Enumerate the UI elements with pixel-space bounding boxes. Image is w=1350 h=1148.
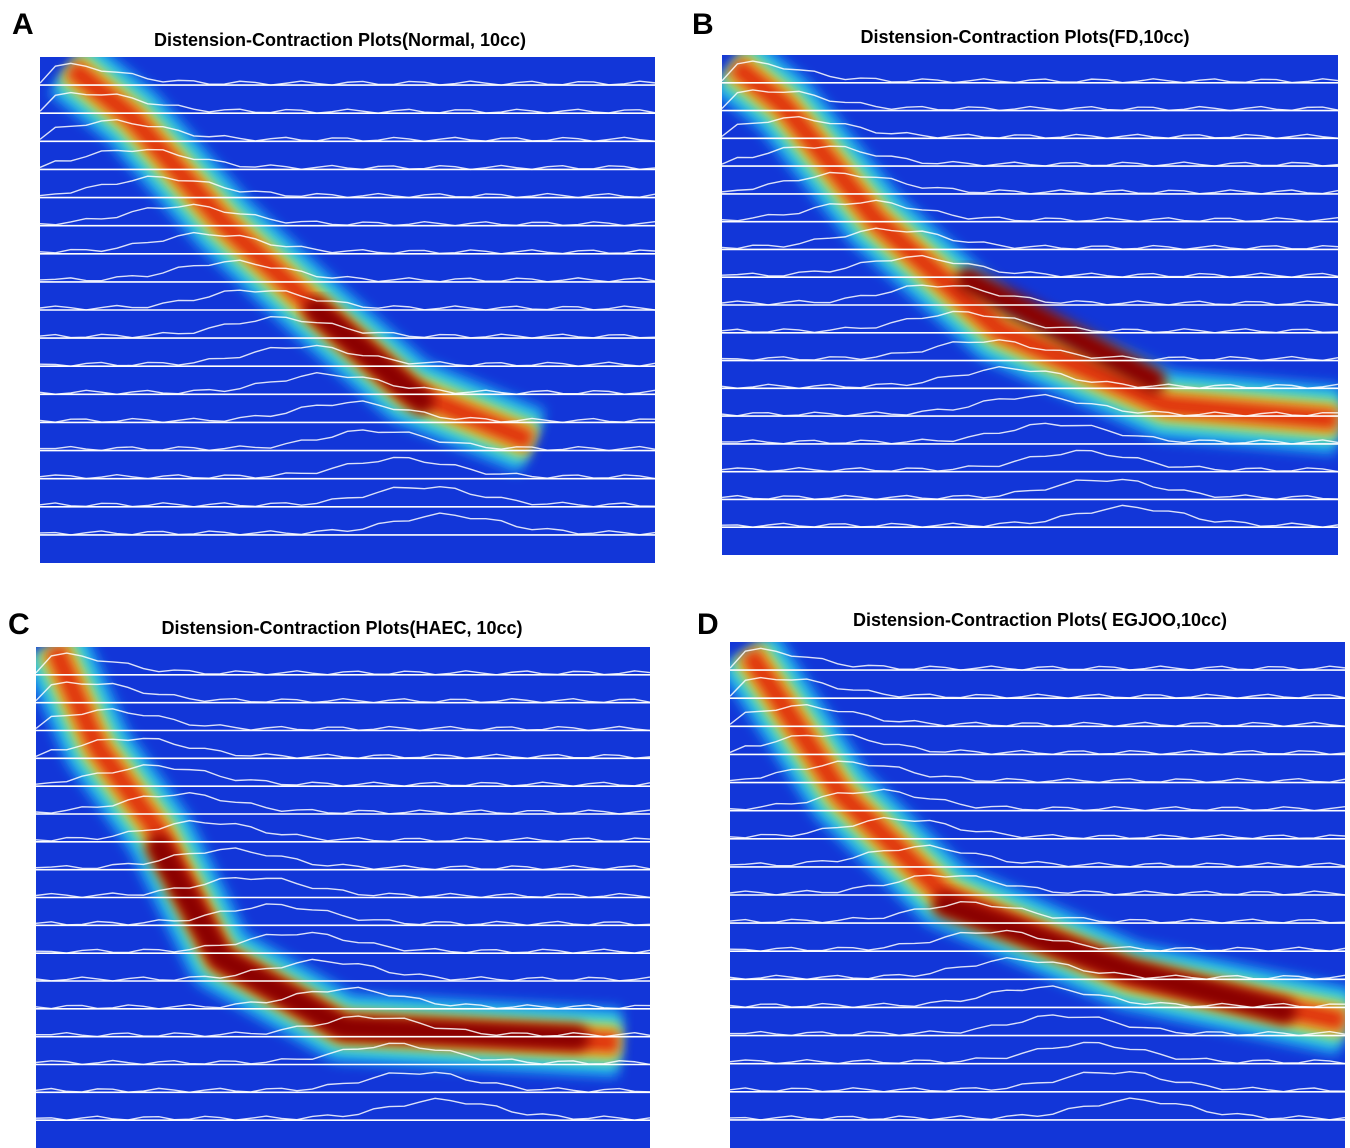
pressure-trace — [722, 284, 1338, 306]
pressure-trace — [36, 652, 650, 676]
panel-title: Distension-Contraction Plots(HAEC, 10cc) — [161, 618, 522, 638]
pressure-trace — [36, 791, 650, 815]
pressure-trace — [40, 259, 655, 283]
pressure-trace — [722, 449, 1338, 473]
pressure-trace — [36, 1015, 650, 1038]
pressure-trace — [40, 400, 655, 424]
pressure-trace — [722, 366, 1338, 390]
pressure-trace — [36, 764, 650, 787]
pressure-trace — [36, 1042, 650, 1066]
pressure-trace — [40, 456, 655, 480]
pressure-trace — [40, 118, 655, 143]
pressure-trace — [722, 171, 1338, 195]
pressure-trace — [722, 145, 1338, 167]
pressure-trace — [722, 115, 1338, 140]
pressure-trace — [36, 903, 650, 927]
pressure-trace — [40, 62, 655, 86]
pressure-trace — [730, 957, 1345, 981]
pressure-trace — [40, 486, 655, 508]
pressure-trace — [722, 254, 1338, 278]
pressure-trace — [36, 681, 650, 704]
pressure-trace — [722, 504, 1338, 528]
pressure-trace — [40, 289, 655, 311]
pressure-trace — [722, 199, 1338, 223]
pressure-trace — [722, 339, 1338, 362]
pressure-trace — [36, 986, 650, 1010]
pressure-trace — [730, 733, 1345, 756]
heatmap — [40, 57, 655, 563]
pressure-trace — [730, 1014, 1345, 1037]
pressure-trace — [36, 876, 650, 899]
pressure-trace — [730, 647, 1345, 671]
heatmap — [722, 55, 1338, 555]
panel-title: Distension-Contraction Plots(Normal, 10c… — [154, 30, 526, 50]
pressure-trace — [722, 227, 1338, 251]
pressure-trace — [730, 676, 1345, 699]
pressure-trace — [730, 816, 1345, 840]
pressure-trace — [730, 874, 1345, 896]
pressure-trace — [40, 316, 655, 339]
pressure-trace — [40, 203, 655, 227]
pressure-trace — [722, 393, 1338, 417]
pressure-trace — [730, 901, 1345, 924]
pressure-trace — [40, 344, 655, 367]
pressure-trace — [36, 1097, 650, 1121]
pressure-trace — [36, 1071, 650, 1094]
panel-label: D — [697, 608, 719, 641]
pressure-trace — [40, 91, 655, 114]
pressure-trace — [722, 478, 1338, 501]
panel-title: Distension-Contraction Plots(FD,10cc) — [860, 27, 1189, 47]
pressure-trace — [40, 231, 655, 255]
pressure-trace — [40, 175, 655, 199]
pressure-trace — [36, 819, 650, 843]
panel-title: Distension-Contraction Plots( EGJOO,10cc… — [853, 610, 1227, 630]
pressure-trace — [730, 1041, 1345, 1065]
pressure-trace — [730, 1071, 1345, 1093]
pressure-trace — [40, 148, 655, 171]
pressure-trace — [36, 847, 650, 871]
pressure-trace — [722, 89, 1338, 112]
pressure-trace — [36, 958, 650, 982]
panel-label: B — [692, 8, 714, 41]
band-core — [955, 267, 1167, 393]
pressure-trace — [730, 844, 1345, 868]
band-core — [145, 834, 590, 1051]
pressure-trace — [730, 985, 1345, 1009]
pressure-trace — [722, 60, 1338, 84]
pressure-trace — [36, 708, 650, 732]
pressure-trace — [722, 310, 1338, 334]
pressure-trace — [730, 703, 1345, 728]
pressure-trace — [40, 512, 655, 536]
pressure-trace — [36, 737, 650, 759]
pressure-trace — [36, 931, 650, 954]
heatmap — [730, 642, 1345, 1148]
heatmap — [36, 647, 650, 1148]
band-core — [932, 892, 1297, 1025]
pressure-trace — [730, 929, 1345, 952]
pressure-trace — [722, 422, 1338, 445]
pressure-trace — [40, 372, 655, 396]
band — [727, 56, 1338, 431]
pressure-trace — [730, 760, 1345, 784]
panel-label: C — [8, 608, 30, 641]
panel-label: A — [12, 8, 34, 41]
pressure-trace — [730, 1097, 1345, 1121]
pressure-trace — [40, 429, 655, 452]
pressure-trace — [730, 788, 1345, 812]
